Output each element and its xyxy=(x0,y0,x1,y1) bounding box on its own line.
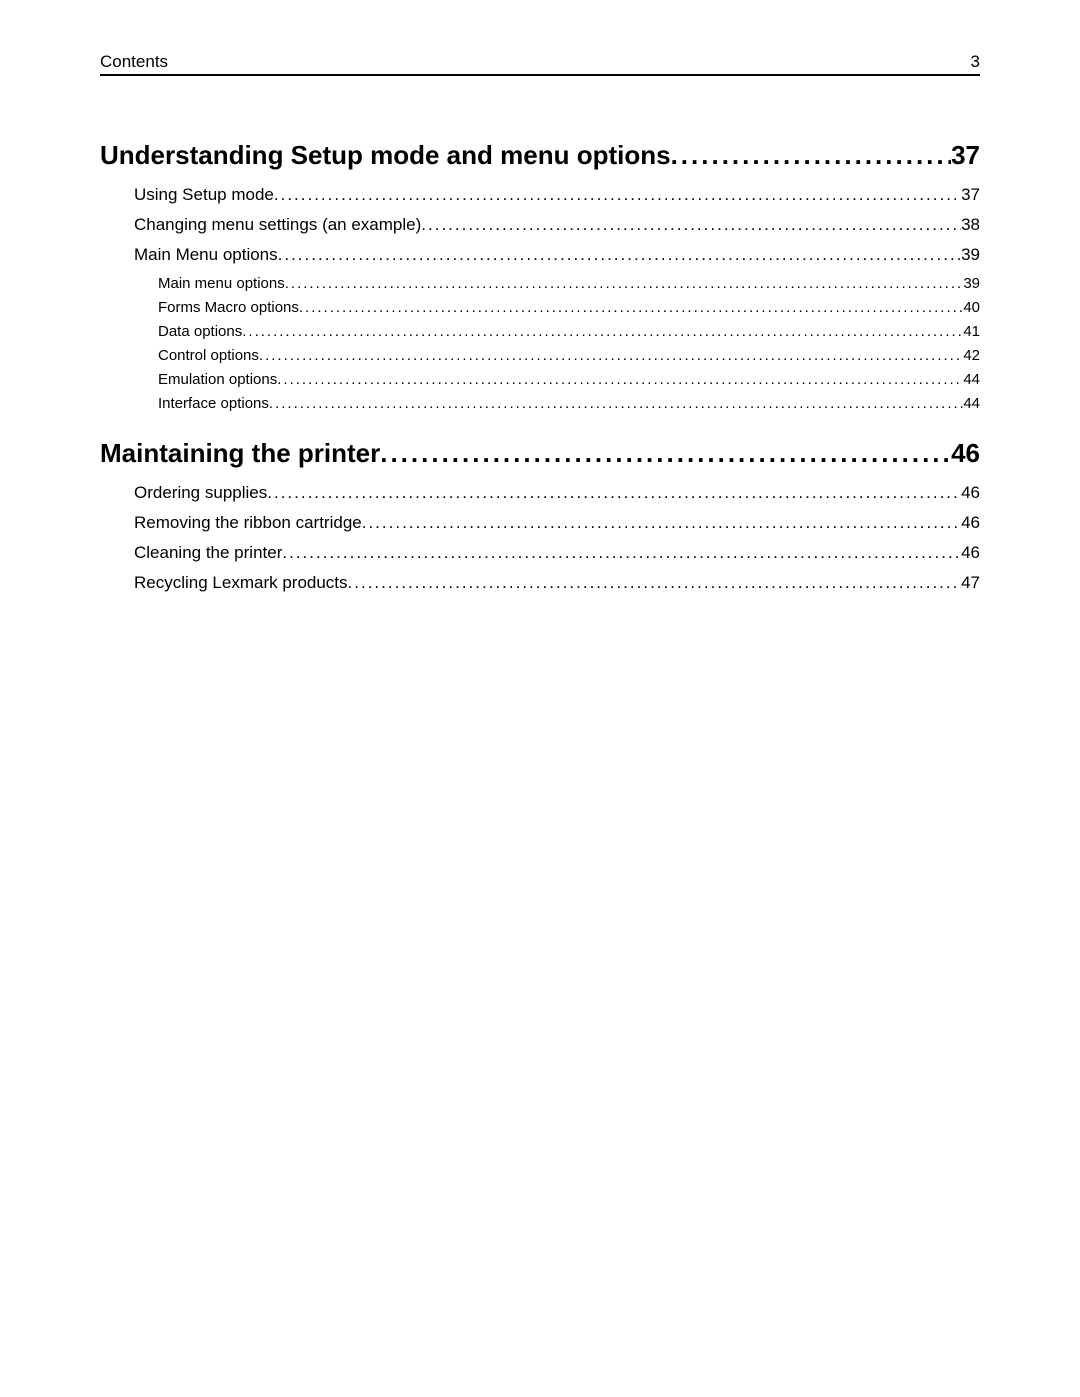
toc-leader-dots xyxy=(267,483,961,503)
toc-entry-page: 42 xyxy=(963,347,980,364)
toc-section: Understanding Setup mode and menu option… xyxy=(100,140,980,412)
toc-entry-title: Interface options xyxy=(158,395,269,412)
toc-leader-dots xyxy=(242,323,963,340)
toc-entry-page: 37 xyxy=(951,140,980,171)
toc-entry-title: Maintaining the printer xyxy=(100,438,380,469)
toc-entry-title: Cleaning the printer xyxy=(134,543,282,563)
toc-entry-page: 41 xyxy=(963,323,980,340)
toc-entry-l1[interactable]: Maintaining the printer 46 xyxy=(100,438,980,469)
toc-entry-page: 39 xyxy=(963,275,980,292)
toc-leader-dots xyxy=(362,513,961,533)
toc-leader-dots xyxy=(278,245,961,265)
toc-entry-title: Recycling Lexmark products xyxy=(134,573,348,593)
toc-entry-l1[interactable]: Understanding Setup mode and menu option… xyxy=(100,140,980,171)
toc-entry-page: 37 xyxy=(961,185,980,205)
toc-entry-page: 46 xyxy=(961,543,980,563)
table-of-contents: Understanding Setup mode and menu option… xyxy=(100,140,980,593)
toc-leader-dots xyxy=(421,215,961,235)
toc-entry-page: 44 xyxy=(963,395,980,412)
toc-entry-title: Data options xyxy=(158,323,242,340)
toc-entry-l2[interactable]: Removing the ribbon cartridge 46 xyxy=(100,513,980,533)
toc-entry-l3[interactable]: Emulation options 44 xyxy=(100,371,980,388)
toc-entry-page: 46 xyxy=(951,438,980,469)
toc-entry-page: 46 xyxy=(961,483,980,503)
header-title: Contents xyxy=(100,52,168,72)
toc-leader-dots xyxy=(348,573,962,593)
toc-leader-dots xyxy=(277,371,963,388)
toc-leader-dots xyxy=(269,395,963,412)
toc-entry-l2[interactable]: Ordering supplies 46 xyxy=(100,483,980,503)
toc-entry-title: Main Menu options xyxy=(134,245,278,265)
toc-entry-l2[interactable]: Using Setup mode 37 xyxy=(100,185,980,205)
toc-entry-title: Control options xyxy=(158,347,259,364)
toc-leader-dots xyxy=(380,438,951,469)
toc-leader-dots xyxy=(274,185,961,205)
document-page: Contents 3 Understanding Setup mode and … xyxy=(0,0,1080,1397)
toc-entry-title: Changing menu settings (an example) xyxy=(134,215,421,235)
toc-leader-dots xyxy=(671,140,952,171)
header-page-number: 3 xyxy=(971,52,980,72)
toc-entry-title: Emulation options xyxy=(158,371,277,388)
running-header: Contents 3 xyxy=(100,52,980,76)
toc-entry-title: Ordering supplies xyxy=(134,483,267,503)
toc-entry-l2[interactable]: Recycling Lexmark products 47 xyxy=(100,573,980,593)
toc-entry-l2[interactable]: Changing menu settings (an example) 38 xyxy=(100,215,980,235)
toc-entry-title: Removing the ribbon cartridge xyxy=(134,513,362,533)
toc-entry-l3[interactable]: Main menu options 39 xyxy=(100,275,980,292)
toc-entry-l3[interactable]: Control options 42 xyxy=(100,347,980,364)
toc-entry-page: 44 xyxy=(963,371,980,388)
toc-entry-title: Main menu options xyxy=(158,275,285,292)
toc-leader-dots xyxy=(259,347,963,364)
toc-entry-page: 38 xyxy=(961,215,980,235)
toc-entry-l3[interactable]: Interface options 44 xyxy=(100,395,980,412)
toc-entry-l3[interactable]: Data options 41 xyxy=(100,323,980,340)
toc-entry-l2[interactable]: Cleaning the printer 46 xyxy=(100,543,980,563)
toc-leader-dots xyxy=(282,543,961,563)
toc-entry-page: 40 xyxy=(963,299,980,316)
toc-leader-dots xyxy=(285,275,964,292)
toc-entry-page: 39 xyxy=(961,245,980,265)
toc-entry-l2[interactable]: Main Menu options 39 xyxy=(100,245,980,265)
toc-section: Maintaining the printer46Ordering suppli… xyxy=(100,438,980,593)
toc-entry-page: 46 xyxy=(961,513,980,533)
toc-entry-page: 47 xyxy=(961,573,980,593)
toc-entry-title: Understanding Setup mode and menu option… xyxy=(100,140,671,171)
toc-entry-title: Forms Macro options xyxy=(158,299,299,316)
toc-leader-dots xyxy=(299,299,963,316)
toc-entry-l3[interactable]: Forms Macro options 40 xyxy=(100,299,980,316)
toc-entry-title: Using Setup mode xyxy=(134,185,274,205)
